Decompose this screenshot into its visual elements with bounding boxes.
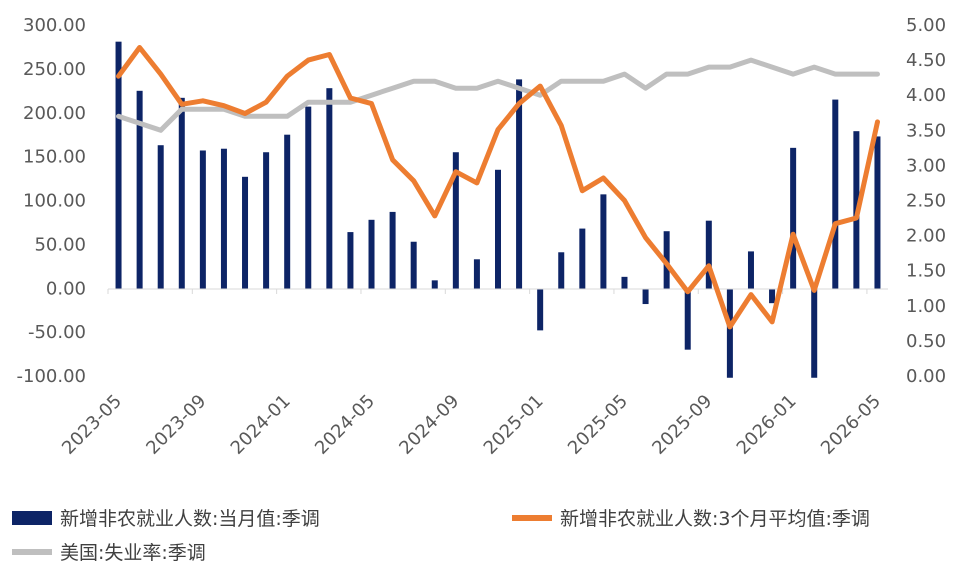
- bar-monthly: [642, 289, 649, 305]
- right-axis-tick-label: 1.50: [906, 261, 946, 282]
- right-axis-tick-label: 5.00: [906, 15, 946, 36]
- line-unemployment-rate: [116, 57, 880, 133]
- x-axis-tick-label: 2026-05: [817, 391, 885, 459]
- bar-monthly: [811, 289, 818, 378]
- legend-item-3m-avg: 新增非农就业人数:3个月平均值:季调: [512, 504, 870, 531]
- bar-monthly: [790, 147, 797, 289]
- bar-monthly: [832, 99, 839, 290]
- bar-monthly: [579, 228, 586, 289]
- bar-monthly: [621, 276, 628, 289]
- bar-monthly: [389, 211, 396, 289]
- bar-monthly: [136, 90, 143, 289]
- right-axis-tick-label: 4.00: [906, 85, 946, 106]
- left-axis-tick-label: 300.00: [23, 15, 86, 36]
- right-axis-tick-label: 0.00: [906, 366, 946, 387]
- left-axis-tick-label: -100.00: [17, 366, 86, 387]
- bar-monthly: [305, 106, 312, 289]
- legend-item-unemployment: 美国:失业率:季调: [12, 538, 206, 565]
- bar-monthly: [368, 219, 375, 289]
- x-axis-tick-label: 2024-09: [395, 391, 463, 459]
- x-axis-tick-label: 2024-05: [311, 391, 379, 459]
- x-axis-tick-label: 2023-05: [58, 391, 126, 459]
- right-axis-tick-label: 4.50: [906, 50, 946, 71]
- bar-monthly: [769, 289, 776, 304]
- bar-monthly: [726, 289, 733, 378]
- bar-monthly: [874, 136, 881, 289]
- legend-label-monthly: 新增非农就业人数:当月值:季调: [60, 508, 320, 530]
- bar-monthly: [431, 280, 438, 289]
- combo-chart: 300.00 250.00 200.00 150.00 100.00 50.00 0.00 -…: [17, 15, 947, 459]
- bar-monthly: [199, 150, 206, 289]
- x-axis-tick-label: 2026-01: [733, 391, 801, 459]
- bar-monthly: [558, 252, 565, 289]
- left-axis-tick-label: 250.00: [23, 59, 86, 80]
- right-axis-tick-label: 2.50: [906, 191, 946, 212]
- bar-monthly: [263, 152, 270, 289]
- right-axis-tick-label: 3.50: [906, 120, 946, 141]
- right-axis-tick-label: 0.50: [906, 331, 946, 352]
- right-axis-tick-label: 1.00: [906, 296, 946, 317]
- left-axis-tick-label: 50.00: [34, 234, 86, 255]
- legend-item-monthly: 新增非农就业人数:当月值:季调: [12, 504, 320, 531]
- bar-monthly: [516, 79, 523, 289]
- bar-monthly: [242, 176, 249, 289]
- x-axis-tick-label: 2023-09: [142, 391, 210, 459]
- bar-monthly: [600, 194, 607, 289]
- bar-monthly: [495, 169, 501, 289]
- x-axis-tick-label: 2025-05: [564, 391, 632, 459]
- left-axis-tick-label: -50.00: [28, 322, 86, 343]
- legend-label-3m-avg: 新增非农就业人数:3个月平均值:季调: [560, 508, 870, 530]
- bar-monthly: [220, 148, 227, 289]
- bar-monthly: [537, 289, 544, 331]
- bar-monthly: [347, 232, 354, 289]
- legend-swatch-unemployment: [12, 548, 52, 555]
- bar-monthly: [284, 134, 291, 289]
- right-axis-tick-label: 2.00: [906, 226, 946, 247]
- legend-label-unemployment: 美国:失业率:季调: [60, 542, 206, 564]
- bar-monthly: [747, 251, 754, 289]
- bar-monthly: [326, 88, 333, 290]
- left-axis-tick-label: 200.00: [23, 103, 86, 124]
- bar-monthly: [705, 220, 712, 289]
- bar-monthly: [157, 145, 164, 289]
- line-3m-average: [116, 45, 880, 330]
- legend-swatch-monthly: [12, 510, 52, 525]
- left-axis-tick-label: 100.00: [23, 191, 86, 212]
- bar-monthly: [684, 289, 691, 350]
- x-axis-tick-label: 2025-09: [648, 391, 716, 459]
- x-axis-tick-label: 2025-01: [480, 391, 548, 459]
- bar-monthly: [410, 241, 417, 289]
- bar-monthly: [178, 97, 185, 290]
- legend-swatch-3m-avg: [512, 514, 552, 521]
- left-axis-tick-label: 0.00: [46, 278, 86, 299]
- bar-monthly: [115, 41, 122, 289]
- x-axis-tick-label: 2024-01: [227, 391, 295, 459]
- bar-monthly: [452, 152, 459, 289]
- right-axis-tick-label: 3.00: [906, 155, 946, 176]
- left-axis-tick-label: 150.00: [23, 147, 86, 168]
- bar-monthly: [473, 259, 480, 289]
